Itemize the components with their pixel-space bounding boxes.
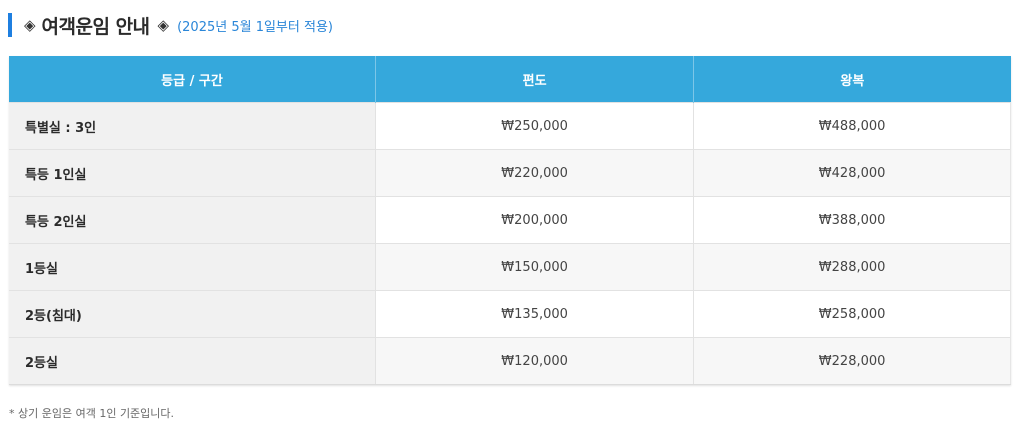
footnote: * 상기 운임은 여객 1인 기준입니다. [9, 407, 175, 420]
table-row: 특별실 : 3인 ₩250,000 ₩488,000 [9, 102, 1011, 150]
table-row: 특등 1인실 ₩220,000 ₩428,000 [9, 149, 1011, 197]
column-header-one-way: 편도 [375, 56, 695, 103]
grade-cell: 특등 1인실 [9, 149, 376, 197]
one-way-price: ₩200,000 [375, 196, 695, 244]
table-row: 2등(침대) ₩135,000 ₩258,000 [9, 290, 1011, 338]
round-trip-price: ₩258,000 [693, 290, 1011, 338]
table-row: 2등실 ₩120,000 ₩228,000 [9, 337, 1011, 385]
round-trip-price: ₩388,000 [693, 196, 1011, 244]
diamond-icon: ◈ [24, 16, 36, 34]
fare-table: 등급 / 구간 편도 왕복 특별실 : 3인 ₩250,000 ₩488,000… [9, 56, 1011, 385]
diamond-icon: ◈ [157, 16, 170, 34]
round-trip-price: ₩228,000 [693, 337, 1011, 385]
table-row: 특등 2인실 ₩200,000 ₩388,000 [9, 196, 1011, 244]
column-header-grade: 등급 / 구간 [9, 56, 376, 103]
round-trip-price: ₩488,000 [693, 102, 1011, 150]
section-header: ◈ 여객운임 안내 ◈ (2025년 5월 1일부터 적용) [8, 12, 333, 38]
grade-cell: 2등실 [9, 337, 376, 385]
grade-cell: 특등 2인실 [9, 196, 376, 244]
effective-date: (2025년 5월 1일부터 적용) [177, 19, 333, 35]
one-way-price: ₩135,000 [375, 290, 695, 338]
one-way-price: ₩220,000 [375, 149, 695, 197]
grade-cell: 2등(침대) [9, 290, 376, 338]
table-header-row: 등급 / 구간 편도 왕복 [9, 56, 1011, 103]
round-trip-price: ₩288,000 [693, 243, 1011, 291]
table-row: 1등실 ₩150,000 ₩288,000 [9, 243, 1011, 291]
round-trip-price: ₩428,000 [693, 149, 1011, 197]
one-way-price: ₩150,000 [375, 243, 695, 291]
one-way-price: ₩250,000 [375, 102, 695, 150]
page-title: 여객운임 안내 [41, 15, 151, 38]
column-header-round-trip: 왕복 [693, 56, 1011, 103]
accent-bar [8, 13, 12, 37]
grade-cell: 1등실 [9, 243, 376, 291]
one-way-price: ₩120,000 [375, 337, 695, 385]
grade-cell: 특별실 : 3인 [9, 102, 376, 150]
